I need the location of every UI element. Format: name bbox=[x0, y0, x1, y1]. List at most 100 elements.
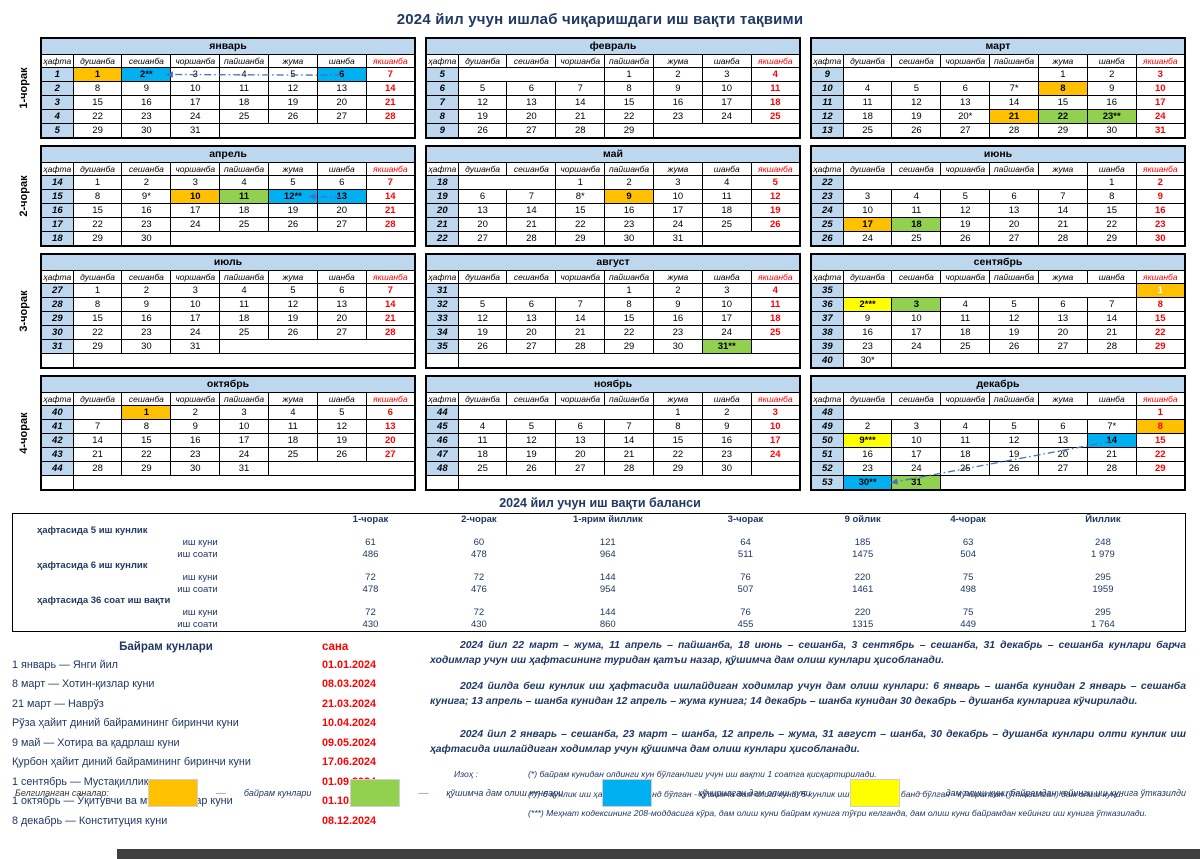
day-cell: 16 bbox=[1135, 203, 1186, 218]
day-cell bbox=[940, 405, 990, 420]
day-cell: 15 bbox=[1037, 95, 1088, 110]
week-column-header: ҳафта bbox=[425, 392, 459, 406]
day-cell: 16 bbox=[121, 95, 172, 110]
month-table: октябрь ҳафта душанба сешанба чоршанба пайшан… bbox=[40, 375, 416, 491]
quarter-months: июль ҳафта душанба сешанба чоршанба пайшанба ж… bbox=[40, 253, 1186, 369]
week-row bbox=[40, 475, 415, 491]
month-block: июнь ҳафта душанба сешанба чоршанба пайшанба ж… bbox=[810, 145, 1186, 247]
day-header-cell: пайшанба bbox=[989, 54, 1039, 68]
month-table: декабрь ҳафта душанба сешанба чоршанба пайшан… bbox=[810, 375, 1186, 491]
week-row: 34 19 20 21 22 23 24 25 bbox=[425, 325, 801, 340]
day-cell: 13 bbox=[1037, 433, 1088, 448]
day-cell: 8* bbox=[555, 189, 606, 204]
week-column-header: ҳафта bbox=[810, 54, 844, 68]
day-cell: 27 bbox=[555, 461, 606, 476]
day-header-cell: жума bbox=[1037, 162, 1088, 176]
week-number-cell: 45 bbox=[425, 419, 459, 434]
day-cell: 15 bbox=[555, 203, 606, 218]
day-cell: 29 bbox=[555, 231, 606, 247]
day-cell: 24 bbox=[1135, 109, 1186, 124]
day-header-cell: сешанба bbox=[506, 392, 557, 406]
day-header-cell: сешанба bbox=[506, 162, 557, 176]
day-cell: 6 bbox=[365, 405, 416, 420]
day-cell: 2 bbox=[701, 405, 752, 420]
day-cell: 21 bbox=[1086, 325, 1137, 340]
day-cell: 10 bbox=[891, 311, 942, 326]
day-cell: 16 bbox=[604, 203, 654, 218]
month-header-row: август bbox=[425, 253, 801, 271]
day-header-cell: пайшанба bbox=[989, 162, 1039, 176]
week-row: 28 8 9 10 11 12 13 14 bbox=[40, 297, 416, 312]
day-cell: 8 bbox=[72, 81, 123, 96]
day-cell bbox=[1136, 475, 1185, 491]
day-cell: 29 bbox=[604, 339, 654, 354]
week-row: 18 1 2 3 4 5 bbox=[425, 175, 801, 190]
day-cell: 11 bbox=[940, 311, 991, 326]
day-cell bbox=[506, 475, 556, 491]
legend-item-label: кўчирилган дам олиш куни bbox=[698, 787, 811, 798]
month-name: август bbox=[425, 253, 801, 271]
month-header-row: ноябрь bbox=[425, 375, 801, 393]
week-row bbox=[40, 353, 415, 369]
day-cell: 2 bbox=[1135, 175, 1186, 190]
week-row: 47 18 19 20 21 22 23 24 bbox=[425, 447, 801, 462]
day-cell: 2 bbox=[1086, 67, 1137, 82]
day-cell: 29 bbox=[604, 123, 654, 139]
week-column-header: ҳафта bbox=[425, 270, 459, 284]
day-cell: 19 bbox=[940, 217, 991, 232]
week-row: 25 17 18 19 20 21 22 23 bbox=[810, 217, 1186, 232]
month-header-row: февраль bbox=[425, 37, 801, 55]
day-cell: 18 bbox=[750, 95, 801, 110]
day-cell: 5 bbox=[316, 405, 367, 420]
day-cell: 3 bbox=[750, 405, 801, 420]
balance-row-label: иш соати bbox=[177, 548, 218, 560]
week-row: 31 29 30 31 bbox=[40, 339, 415, 354]
day-header-cell: жума bbox=[267, 270, 318, 284]
day-cell: 26 bbox=[506, 461, 557, 476]
day-cell: 10 bbox=[1135, 81, 1186, 96]
day-cell: 20 bbox=[457, 217, 508, 232]
taskbar-strip bbox=[117, 849, 1200, 859]
day-cell bbox=[219, 231, 269, 247]
balance-value: 476 bbox=[470, 583, 487, 595]
day-cell: 20 bbox=[316, 311, 367, 326]
day-header-cell: якшанба bbox=[1135, 270, 1186, 284]
day-cell: 15 bbox=[604, 95, 654, 110]
day-header-cell: душанба bbox=[842, 54, 893, 68]
day-cell: 24 bbox=[170, 217, 221, 232]
balance-value: 121 bbox=[599, 537, 616, 548]
day-cell: 11 bbox=[457, 433, 508, 448]
week-row: 13 25 26 27 28 29 30 31 bbox=[810, 123, 1186, 139]
day-cell: 5 bbox=[940, 189, 991, 204]
day-cell: 24 bbox=[170, 325, 221, 340]
quarter-months: январь ҳафта душанба сешанба чоршанба пайшанб… bbox=[40, 37, 1186, 139]
day-cell: 4 bbox=[219, 175, 269, 190]
week-number-cell: 28 bbox=[40, 297, 74, 312]
day-cell: 4 bbox=[891, 189, 942, 204]
day-cell: 25 bbox=[750, 109, 801, 124]
day-cell: 13 bbox=[316, 189, 367, 204]
day-header-cell: пайшанба bbox=[604, 270, 654, 284]
day-cell: 13 bbox=[506, 311, 557, 326]
balance-column-header: 9 ойлик bbox=[844, 513, 881, 525]
day-header-cell: сешанба bbox=[506, 270, 557, 284]
week-column-header: ҳафта bbox=[425, 54, 459, 68]
holiday-name: 8 март — Хотин-қизлар куни bbox=[12, 678, 155, 691]
week-number-cell: 53 bbox=[810, 475, 844, 491]
day-cell bbox=[843, 67, 892, 82]
day-cell: 26 bbox=[267, 217, 318, 232]
day-cell: 20 bbox=[555, 447, 606, 462]
day-cell: 16 bbox=[842, 447, 893, 462]
week-number-cell: 23 bbox=[810, 189, 844, 204]
day-cell: 19 bbox=[316, 433, 367, 448]
day-cell: 3 bbox=[891, 297, 942, 312]
day-cell bbox=[653, 475, 703, 491]
day-cell: 12** bbox=[267, 189, 318, 204]
balance-value: 61 bbox=[365, 537, 376, 548]
holiday-name: 1 сентябрь — Мустақиллик куни bbox=[12, 775, 174, 788]
day-cell: 27 bbox=[316, 217, 367, 232]
day-header-row: ҳафта душанба сешанба чоршанба пайшанба жума ш… bbox=[425, 54, 801, 68]
day-cell: 12 bbox=[457, 311, 508, 326]
week-row: 30 22 23 24 25 26 27 28 bbox=[40, 325, 416, 340]
day-cell: 8 bbox=[1086, 189, 1137, 204]
